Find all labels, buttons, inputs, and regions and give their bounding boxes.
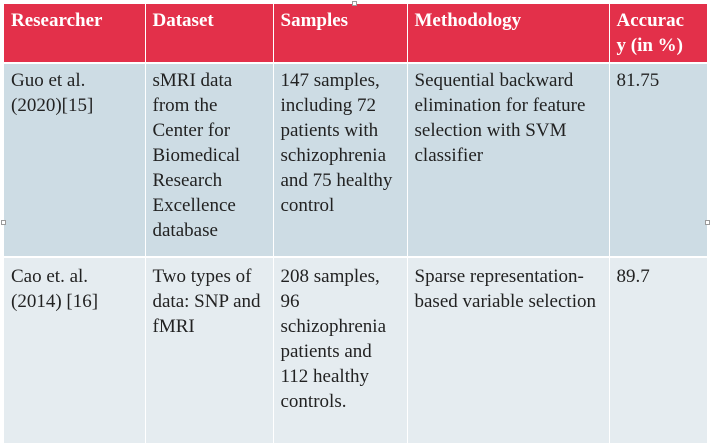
resize-handle-top[interactable] bbox=[352, 1, 357, 6]
header-accuracy-line-1: Accurac bbox=[616, 10, 685, 31]
cell-samples: 208 samples, 96 schizophrenia patients a… bbox=[273, 256, 408, 443]
resize-handle-right[interactable] bbox=[705, 220, 710, 225]
table-frame: Researcher Dataset Samples Methodology A… bbox=[4, 4, 707, 444]
resize-handle-left[interactable] bbox=[1, 220, 6, 225]
cell-researcher: Guo et al. (2020)[15] bbox=[4, 62, 146, 257]
header-row: Researcher Dataset Samples Methodology A… bbox=[4, 4, 707, 63]
cell-dataset: sMRI data from the Center for Biomedical… bbox=[145, 62, 274, 257]
table-row: Cao et. al. (2014) [16] Two types of dat… bbox=[4, 256, 707, 443]
table-row: Guo et al. (2020)[15] sMRI data from the… bbox=[4, 62, 707, 257]
research-comparison-table: Researcher Dataset Samples Methodology A… bbox=[4, 4, 707, 443]
header-accuracy-line-2: y (in %) bbox=[616, 35, 684, 56]
cell-methodology: Sequential backward elimination for feat… bbox=[407, 62, 610, 257]
cell-dataset: Two types of data: SNP and fMRI bbox=[145, 256, 274, 443]
cell-methodology: Sparse representation-based variable sel… bbox=[407, 256, 610, 443]
header-researcher: Researcher bbox=[4, 4, 146, 63]
cell-accuracy: 89.7 bbox=[609, 256, 707, 443]
header-samples: Samples bbox=[273, 4, 408, 63]
cell-accuracy: 81.75 bbox=[609, 62, 707, 257]
cell-samples: 147 samples, including 72 patients with … bbox=[273, 62, 408, 257]
header-dataset: Dataset bbox=[145, 4, 274, 63]
header-accuracy: Accurac y (in %) bbox=[609, 4, 707, 63]
cell-researcher: Cao et. al. (2014) [16] bbox=[4, 256, 146, 443]
header-methodology: Methodology bbox=[407, 4, 610, 63]
